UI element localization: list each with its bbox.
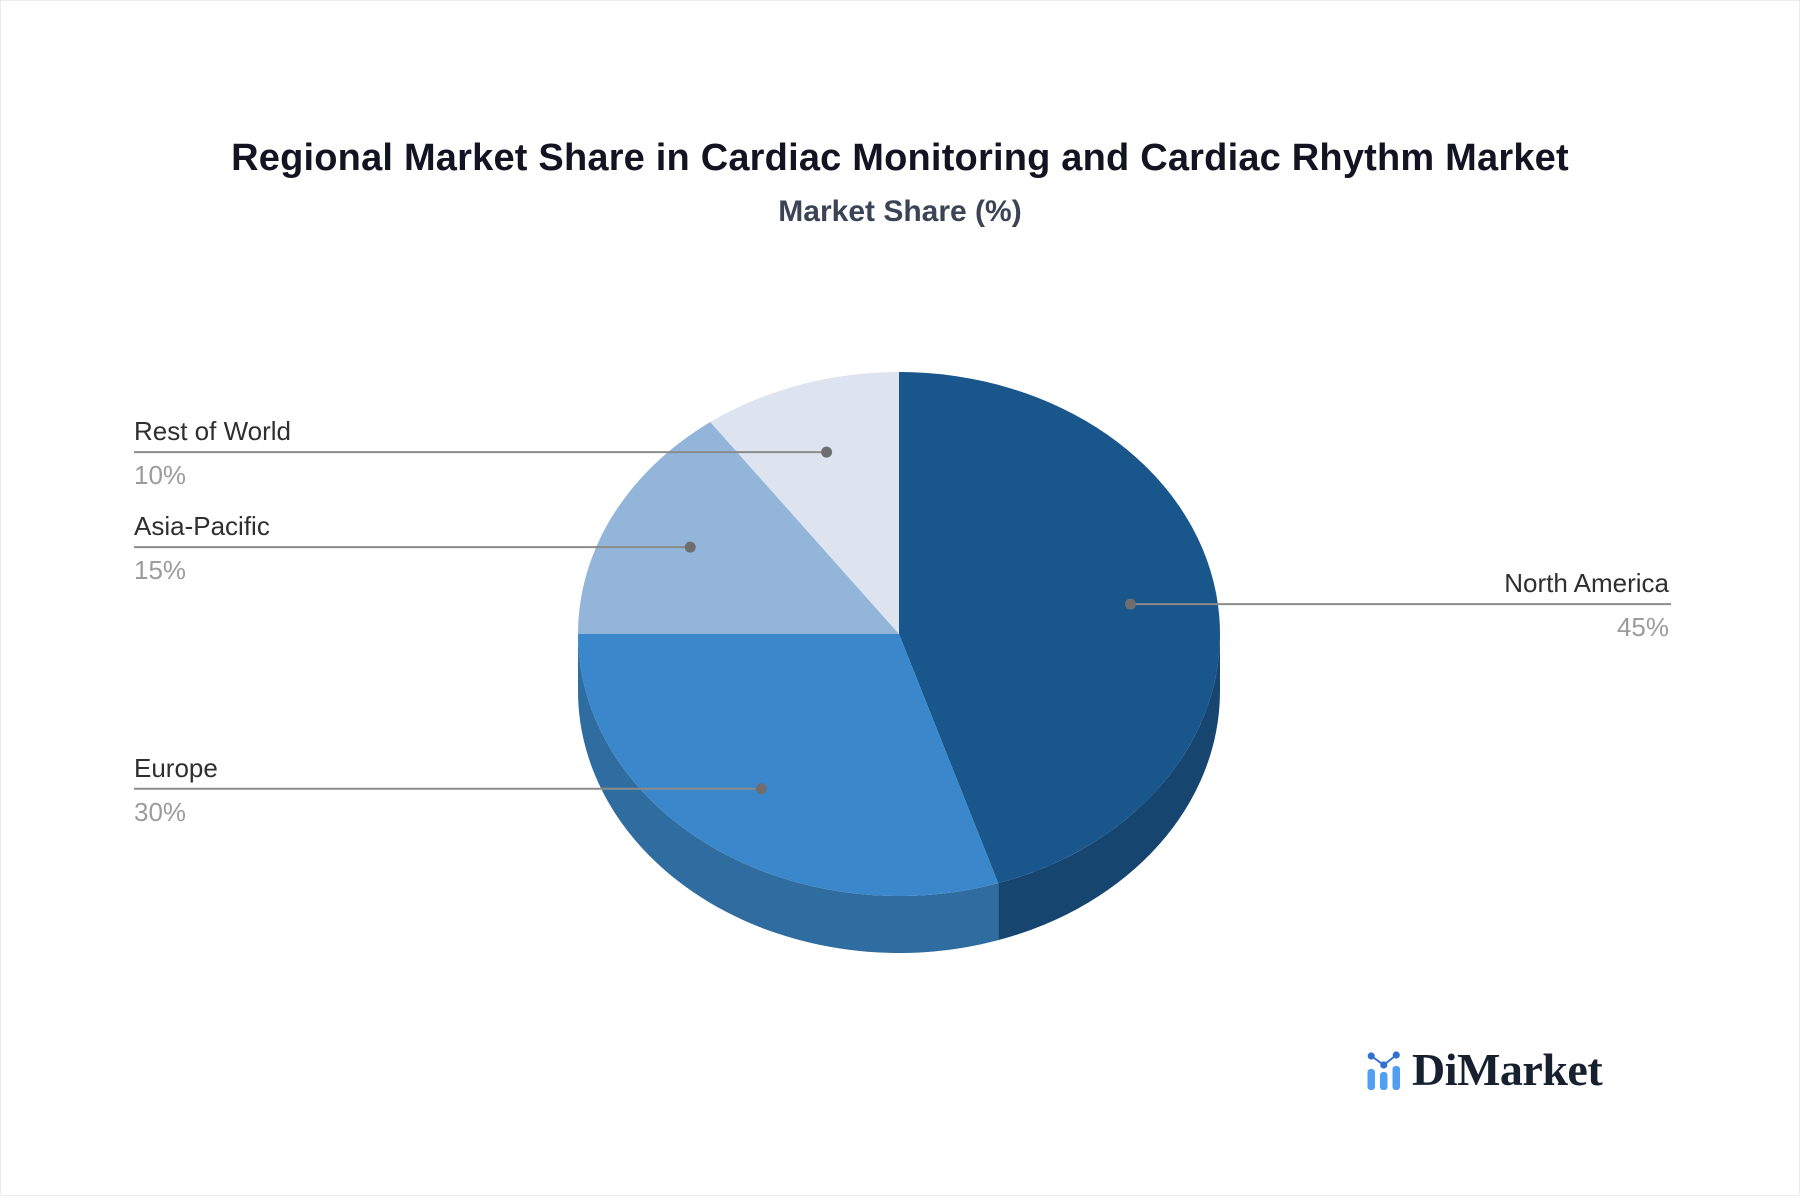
dimarket-logo-text: DiMarket (1412, 1044, 1603, 1095)
pie-slice-side-europe (578, 634, 999, 953)
bar-chart-logo-icon (1367, 1050, 1400, 1090)
chart-title: Regional Market Share in Cardiac Monitor… (231, 137, 1569, 179)
slice-percent-asia-pacific: 15% (134, 555, 187, 586)
slice-percent-europe: 30% (134, 796, 187, 827)
leader-dot-rest-of-world (821, 446, 833, 458)
pie-slice-asia-pacific (578, 422, 899, 634)
slice-label-rest-of-world: Rest of World (134, 416, 292, 447)
slice-label-europe: Europe (134, 752, 218, 783)
slice-label-asia-pacific: Asia-Pacific (134, 511, 270, 542)
pie-slice-side-north-america (998, 634, 1220, 941)
slice-label-north-america: North America (1504, 568, 1669, 599)
pie-slice-north-america (899, 372, 1221, 884)
dimarket-logo: DiMarket (1367, 1043, 1603, 1096)
slice-percent-north-america: 45% (1616, 612, 1669, 643)
leader-dot-north-america (1124, 598, 1136, 610)
leader-dot-europe (755, 783, 767, 795)
pie-slice-rest-of-world (710, 372, 899, 634)
chart-subtitle: Market Share (%) (778, 195, 1022, 228)
slice-percent-rest-of-world: 10% (134, 460, 187, 491)
pie-slice-europe (578, 634, 999, 896)
leader-dot-asia-pacific (684, 541, 696, 553)
